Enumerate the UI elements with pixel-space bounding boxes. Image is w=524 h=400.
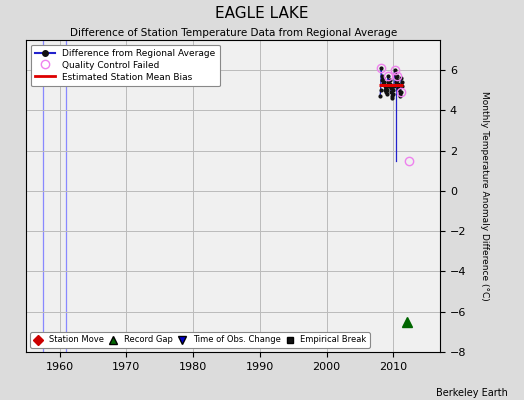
Y-axis label: Monthly Temperature Anomaly Difference (°C): Monthly Temperature Anomaly Difference (… [481, 91, 489, 301]
Legend: Station Move, Record Gap, Time of Obs. Change, Empirical Break: Station Move, Record Gap, Time of Obs. C… [30, 332, 370, 348]
Text: EAGLE LAKE: EAGLE LAKE [215, 6, 309, 21]
Title: Difference of Station Temperature Data from Regional Average: Difference of Station Temperature Data f… [70, 28, 397, 38]
Text: Berkeley Earth: Berkeley Earth [436, 388, 508, 398]
